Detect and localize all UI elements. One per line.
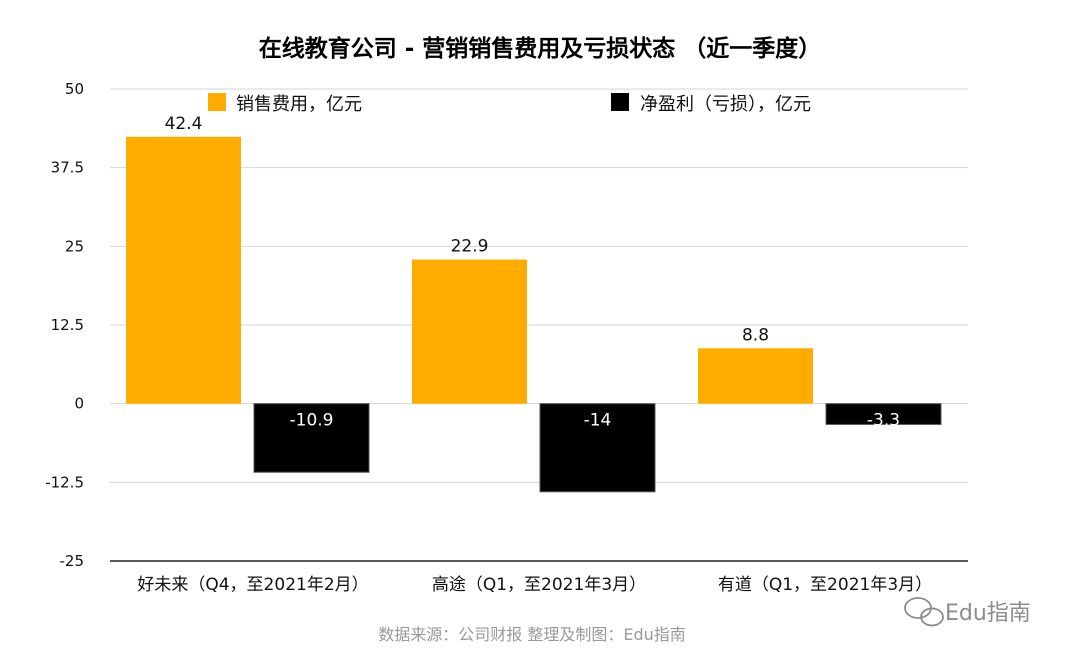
data-label: -3.3 xyxy=(867,411,900,431)
bars xyxy=(126,136,942,493)
bar-sales xyxy=(126,136,241,404)
data-label: 22.9 xyxy=(451,237,489,257)
bar-sales xyxy=(698,348,813,404)
y-tick-label: 37.5 xyxy=(51,159,84,177)
legend-label-net-profit: 净盈利（亏损），亿元 xyxy=(640,94,811,115)
y-tick-label: 0 xyxy=(74,395,84,413)
bar-sales xyxy=(412,259,527,404)
x-category-label: 好未来（Q4，至2021年2月） xyxy=(137,575,368,595)
x-axis-categories: 好未来（Q4，至2021年2月） 高途（Q1，至2021年3月） 有道（Q1，至20… xyxy=(137,575,932,595)
data-label: 42.4 xyxy=(165,114,203,134)
legend-swatch-net-profit xyxy=(611,93,629,111)
chart-title: 在线教育公司 - 营销销售费用及亏损状态 （近一季度） xyxy=(259,35,822,62)
y-axis-ticks: 50 37.5 25 12.5 0 -12.5 -25 xyxy=(45,80,84,570)
y-tick-label: 12.5 xyxy=(51,316,84,334)
x-category-label: 有道（Q1，至2021年3月） xyxy=(718,575,932,595)
bar-net-profit xyxy=(539,403,656,493)
data-label: -10.9 xyxy=(290,411,334,431)
legend: 销售费用，亿元 净盈利（亏损），亿元 xyxy=(208,93,811,115)
data-label: 8.8 xyxy=(742,325,769,345)
data-label: -14 xyxy=(584,411,612,431)
watermark-text: Edu指南 xyxy=(945,601,1031,626)
y-tick-label: -12.5 xyxy=(45,473,84,491)
y-tick-label: 50 xyxy=(65,80,84,98)
legend-label-sales: 销售费用，亿元 xyxy=(236,94,362,115)
data-labels: 42.4 -10.9 22.9 -14 8.8 -3.3 xyxy=(165,114,901,431)
bar-net-profit xyxy=(825,403,942,425)
y-tick-label: -25 xyxy=(60,552,85,570)
x-category-label: 高途（Q1，至2021年3月） xyxy=(432,575,646,595)
grid-lines xyxy=(110,88,968,562)
watermark: Edu指南 xyxy=(904,597,1031,627)
source-note: 数据来源：公司财报 整理及制图：Edu指南 xyxy=(378,625,686,644)
legend-swatch-sales xyxy=(208,93,226,111)
wechat-icon xyxy=(904,597,944,627)
y-tick-label: 25 xyxy=(65,237,84,255)
bar-net-profit xyxy=(253,403,370,473)
